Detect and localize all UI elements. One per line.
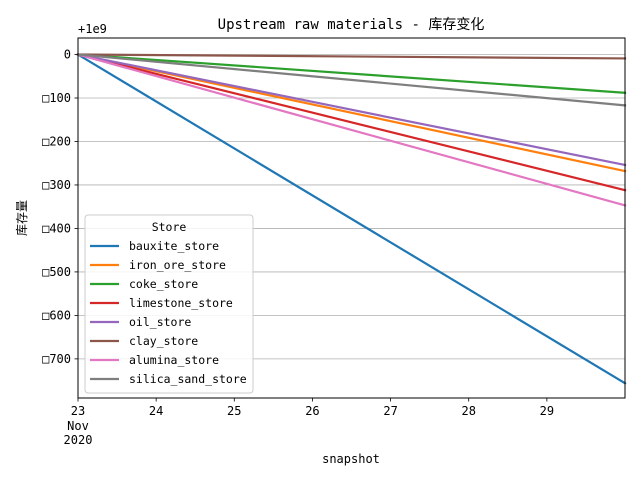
chart-title: Upstream raw materials - 库存变化 (218, 17, 485, 33)
legend-entry: oil_store (129, 315, 191, 329)
legend-entry: iron_ore_store (129, 258, 226, 272)
x-axis-label: snapshot (322, 452, 380, 466)
series-line-oil_store (76, 53, 627, 167)
y-tick-label: 0 (64, 48, 71, 62)
y-tick-label: □300 (42, 178, 71, 192)
legend: Store bauxite_store iron_ore_store coke_sto… (84, 214, 254, 394)
x-tick-label: 27 (383, 404, 397, 418)
x-secondary-label: Nov (67, 419, 89, 433)
x-tick-label: 29 (540, 404, 554, 418)
legend-entry: clay_store (129, 334, 198, 348)
y-tick-label: □500 (42, 265, 71, 279)
legend-box (84, 214, 254, 394)
x-secondary-label: 2020 (64, 433, 93, 447)
series-line-coke_store (76, 53, 627, 94)
y-offset-label: +1e9 (78, 22, 107, 36)
legend-entry: alumina_store (129, 353, 219, 367)
legend-title: Store (152, 220, 187, 234)
y-axis-label: 库存量 (14, 200, 29, 236)
series-line-silica_sand_store (76, 53, 627, 107)
legend-entry: silica_sand_store (129, 372, 247, 386)
series-lines (76, 53, 627, 385)
x-tick-label: 28 (461, 404, 475, 418)
series-line-alumina_store (76, 53, 627, 207)
y-tick-label: □700 (42, 352, 71, 366)
y-tick-label: □100 (42, 91, 71, 105)
series-line-clay_store (76, 53, 627, 60)
x-tick-label: 24 (149, 404, 163, 418)
y-tick-label: □400 (42, 221, 71, 235)
y-tick-label: □200 (42, 134, 71, 148)
plot-area (77, 37, 626, 399)
series-line-bauxite_store (76, 53, 627, 385)
y-tick-label: □600 (42, 308, 71, 322)
legend-entry: coke_store (129, 277, 198, 291)
y-axis: 0 □100 □200 □300 □400 □500 □600 □700 (42, 48, 78, 366)
legend-entry: bauxite_store (129, 239, 219, 253)
x-tick-label: 26 (305, 404, 319, 418)
x-tick-label: 25 (227, 404, 241, 418)
legend-entry: limestone_store (129, 296, 233, 310)
x-tick-label: 23 (71, 404, 85, 418)
series-line-limestone_store (76, 53, 627, 192)
